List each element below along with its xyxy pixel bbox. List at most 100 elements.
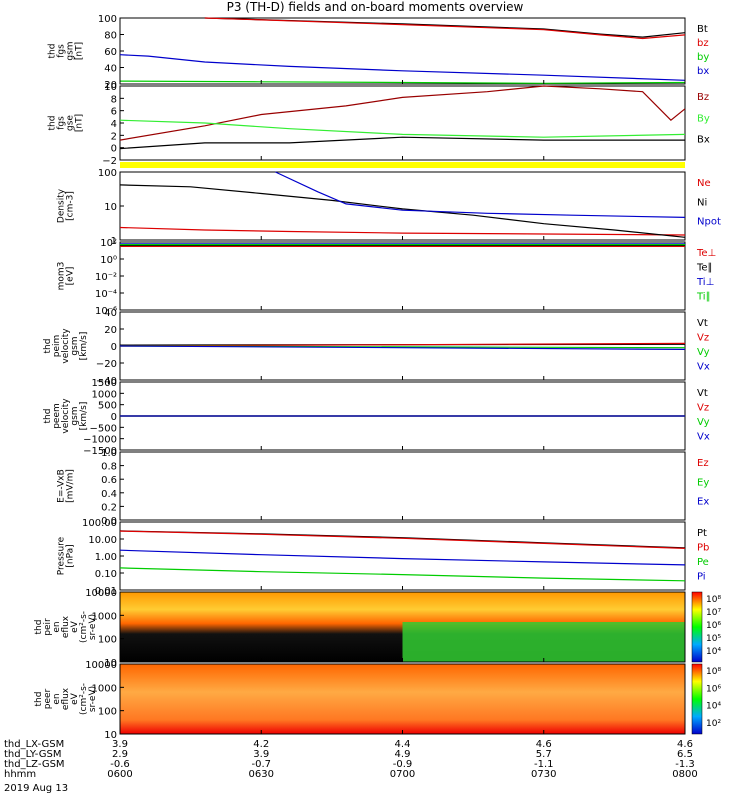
y-tick-label: 10: [104, 658, 117, 669]
y-tick-label: 1000: [92, 611, 117, 622]
y-tick-label: 0.01: [95, 586, 117, 597]
axis-row-value: 6.5: [677, 749, 693, 760]
series-Pb: [119, 530, 686, 549]
panel-density: [119, 171, 686, 241]
colorbar-peer-eflux: [691, 663, 703, 735]
legend-Pi: Pi: [697, 572, 706, 583]
panel-efield: [119, 451, 686, 521]
y-tick-label: −2: [102, 156, 117, 167]
y-axis-label: [km/s]: [79, 332, 89, 361]
y-tick-label: 500: [98, 401, 117, 412]
y-axis-label: en: [52, 621, 62, 632]
axis-row-value: -1.1: [534, 759, 554, 770]
y-axis-label: [km/s]: [79, 402, 89, 431]
y-tick-label: 60: [104, 47, 117, 58]
axis-row-value: 4.6: [677, 739, 693, 750]
y-tick-label: 0.2: [101, 502, 117, 513]
y-axis-label: eflux: [61, 615, 71, 638]
axis-row-value: 3.9: [253, 749, 269, 760]
colorbar-tick-label: 10⁵: [706, 634, 721, 644]
legend-Vt: Vt: [697, 318, 708, 329]
y-axis-label: thd: [48, 116, 58, 131]
y-tick-label: 20: [104, 325, 117, 336]
y-axis-label: eV: [70, 620, 80, 633]
legend-Pt: Pt: [697, 528, 707, 539]
y-tick-label: 100: [98, 635, 117, 646]
axis-row-value: 0730: [531, 769, 556, 780]
legend-Vt: Vt: [697, 388, 708, 399]
y-tick-label: 0.0: [101, 516, 117, 527]
y-axis-label: gse: [66, 115, 76, 131]
y-axis-label: sr-eV): [88, 686, 98, 712]
y-tick-label: −500: [90, 423, 117, 434]
series-Pe: [119, 549, 686, 566]
axis-row-value: 0630: [249, 769, 274, 780]
legend-Ne: Ne: [697, 178, 711, 189]
y-axis-label: mom3: [57, 262, 67, 291]
y-axis-label: Density: [57, 188, 67, 223]
y-tick-label: 1.0: [101, 448, 117, 459]
legend-Ez: Ez: [697, 458, 709, 469]
axis-row-value: 0600: [107, 769, 132, 780]
y-tick-label: 0.6: [101, 475, 117, 486]
colorbar-tick-label: 10⁴: [706, 702, 721, 712]
legend-Bt: Bt: [697, 24, 708, 35]
legend-Vz: Vz: [697, 333, 709, 344]
y-axis-label: fgs: [57, 44, 67, 58]
y-tick-label: 8: [111, 94, 117, 105]
legend-Bz: Bz: [697, 92, 709, 103]
panel-frame: [119, 451, 686, 521]
series-bx: [119, 54, 686, 81]
y-axis-label: gsm: [70, 406, 80, 425]
colorbar-tick-label: 10²: [706, 719, 721, 729]
y-tick-label: 1000: [92, 389, 117, 400]
y-tick-label: 0: [111, 412, 117, 423]
y-axis-label: eV: [70, 692, 80, 705]
panel-frame: [119, 241, 686, 311]
axis-row-value: 0800: [672, 769, 697, 780]
y-axis-label: thd: [43, 409, 53, 424]
legend-Bx: Bx: [697, 135, 710, 146]
axis-row-value: -1.3: [675, 759, 695, 770]
panel-fgs-gsm: [119, 17, 686, 85]
legend-Ex: Ex: [697, 497, 709, 508]
series-Ne: [119, 226, 686, 236]
panel-fgs-fac: [119, 85, 686, 161]
y-tick-label: −1000: [83, 435, 117, 446]
axis-row-label: thd_LY-GSM: [4, 749, 61, 760]
series-By: [119, 119, 686, 138]
panel-peir-eflux: [119, 591, 703, 663]
y-axis-label: velocity: [61, 328, 71, 364]
y-axis-label: [cm-3]: [66, 191, 76, 221]
panel-temperature: [119, 241, 686, 311]
legend-Ti∥: Ti∥: [696, 292, 711, 303]
spectrogram-band: [402, 622, 685, 662]
spectrogram-peer-eflux: [120, 664, 685, 734]
series-Bx: [119, 136, 685, 150]
colorbar-peir-eflux: [691, 591, 703, 663]
y-tick-label: 10⁻⁶: [95, 306, 117, 317]
axis-row-value: -0.6: [110, 759, 130, 770]
legend-by: by: [697, 52, 709, 63]
panel-peer-eflux: [119, 663, 703, 735]
legend-Ti⊥: Ti⊥: [696, 277, 714, 288]
y-tick-label: 10⁰: [100, 255, 117, 266]
y-axis-label: gsm: [70, 336, 80, 355]
y-tick-label: −20: [96, 359, 117, 370]
y-tick-label: 10: [104, 82, 117, 93]
axis-row-value: 4.9: [395, 749, 411, 760]
y-axis-label: E=-VxB: [57, 469, 67, 503]
y-tick-label: 1500: [92, 378, 117, 389]
y-axis-label: fgs: [57, 116, 67, 130]
colorbar-tick-label: 10⁸: [706, 667, 721, 677]
series-Vz: [119, 342, 686, 347]
y-axis-label: sr-eV): [88, 614, 98, 640]
series-Ni: [119, 184, 686, 238]
colorbar-tick-label: 10⁸: [706, 595, 721, 605]
y-tick-label: 4: [111, 119, 117, 130]
y-tick-label: 1.00: [95, 552, 117, 563]
colorbar-tick-label: 10⁶: [706, 684, 721, 694]
y-axis-label: velocity: [61, 398, 71, 434]
y-axis-label: peim: [52, 335, 62, 358]
